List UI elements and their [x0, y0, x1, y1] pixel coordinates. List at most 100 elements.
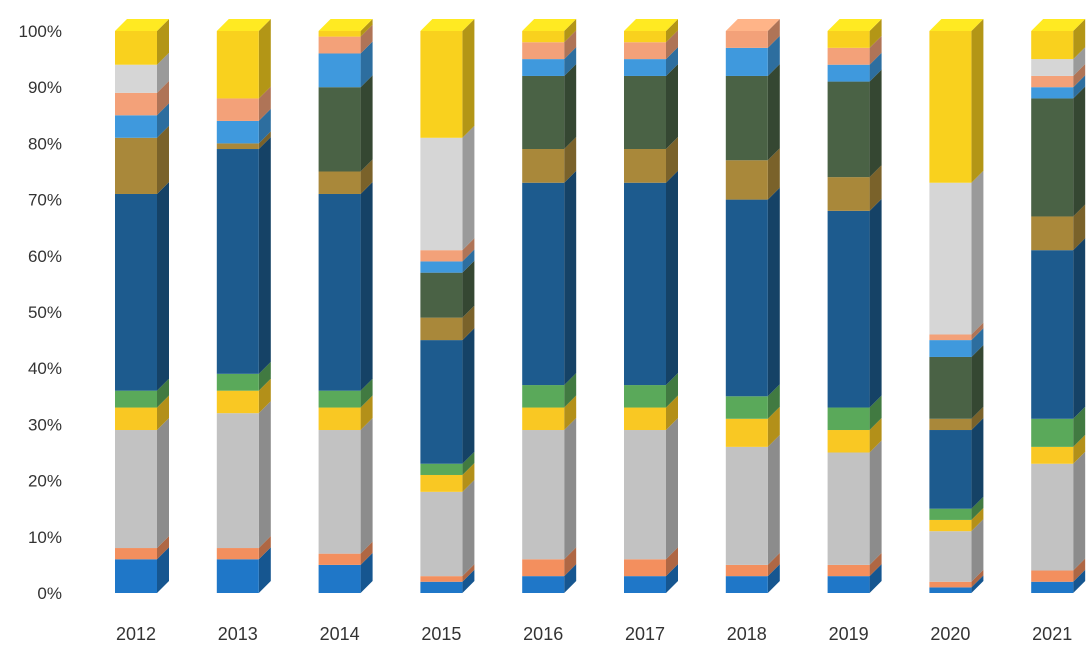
bar-segment-side: [564, 564, 577, 593]
bar-segment-top: [420, 19, 475, 31]
bar-segment-side: [666, 395, 678, 431]
bar-segment: [725, 160, 768, 200]
y-tick-label: 90%: [28, 78, 62, 97]
bar-segment-side: [1073, 569, 1086, 593]
bar-2021: [1031, 19, 1086, 593]
bar-segment: [420, 463, 463, 475]
bar-segment: [522, 75, 565, 150]
bar-segment: [929, 182, 972, 335]
bar-2015: [420, 19, 475, 593]
bar-segment-side: [666, 30, 678, 60]
bar-segment: [318, 553, 361, 565]
bar-segment: [522, 385, 565, 408]
bar-segment-side: [360, 181, 373, 391]
bar-segment: [420, 272, 463, 318]
y-tick-label: 70%: [28, 191, 62, 210]
bar-segment: [725, 418, 768, 447]
bar-segment-side: [971, 406, 984, 431]
bar-segment: [827, 407, 870, 431]
bar-segment-side: [1073, 558, 1086, 582]
bar-segment: [827, 177, 870, 211]
x-axis: 2012 2013 2014 2015 2016 2017 2018 2019 2020 2021: [116, 624, 1072, 644]
bar-segment-side: [157, 418, 169, 549]
bar-segment: [1031, 446, 1074, 464]
bar-segment-side: [1073, 238, 1086, 419]
bar-segment-side: [869, 564, 882, 593]
bar-segment: [318, 87, 361, 172]
bar-2016: [522, 19, 577, 593]
bar-segment: [624, 75, 666, 150]
y-tick-label: 0%: [37, 584, 62, 603]
bar-segment: [522, 182, 565, 386]
bar-segment-side: [666, 418, 678, 560]
bar-segment-side: [564, 547, 577, 577]
bar-2020: [929, 19, 984, 593]
bar-segment-side: [767, 63, 780, 161]
bar-segment: [827, 564, 870, 577]
bar-segment: [318, 407, 361, 431]
bar-segment-side: [258, 536, 271, 560]
bar-2017: [624, 19, 678, 593]
bar-segment-side: [360, 75, 373, 172]
bar-segment-side: [869, 395, 882, 431]
bar-segment: [216, 373, 259, 391]
bar-segment: [827, 31, 870, 48]
bar-segment: [624, 182, 666, 386]
bar-segment-side: [666, 170, 678, 386]
bar-segment: [216, 548, 259, 560]
bar-segment-side: [462, 305, 475, 341]
bar-segment-side: [971, 569, 984, 588]
bar-segment-side: [360, 552, 373, 593]
bar-segment-side: [971, 170, 984, 335]
bar-segment: [420, 31, 463, 138]
bar-segment-side: [869, 69, 882, 178]
bar-segment: [115, 407, 157, 431]
bar-segment: [420, 340, 463, 464]
bar-segment: [725, 446, 768, 565]
bar-segment-side: [666, 47, 678, 76]
bar-segment: [827, 210, 870, 408]
bar-segment: [216, 390, 259, 414]
bar-segment-side: [462, 462, 475, 492]
bar-2013: [216, 19, 271, 593]
bar-segment: [1031, 216, 1074, 251]
bar-segment: [522, 149, 565, 183]
bar-segment-side: [564, 30, 577, 60]
bar-segment-side: [360, 541, 373, 565]
bar-segment: [1031, 581, 1074, 593]
bar-segment: [725, 564, 768, 577]
bar-segment-side: [767, 552, 780, 577]
bar-segment: [827, 576, 870, 593]
bar-segment: [1031, 463, 1074, 571]
bar-segment: [624, 59, 666, 76]
bar-segment-side: [462, 125, 475, 251]
bar-segment: [420, 581, 463, 593]
bar-segment: [115, 115, 157, 138]
bar-segment: [115, 559, 157, 593]
bar-segment-side: [1073, 86, 1086, 217]
bar-segment: [624, 559, 666, 577]
bar-segment-side: [666, 547, 678, 577]
bar-segment: [725, 396, 768, 419]
bar-segment: [929, 587, 972, 593]
bar-segment-side: [869, 418, 882, 453]
bar-segment: [929, 508, 972, 520]
bar-segment: [115, 137, 157, 194]
bar-segment: [1031, 418, 1074, 447]
bar-segment: [624, 576, 666, 593]
bar-segment-side: [1073, 204, 1086, 251]
bar-segment-side: [564, 418, 577, 560]
bar-segment-side: [1073, 434, 1086, 464]
bar-segment-top: [624, 19, 678, 31]
bar-segment: [1031, 570, 1074, 582]
bar-segment-side: [971, 19, 984, 183]
bar-segment-side: [258, 378, 271, 414]
bar-segment-side: [564, 19, 577, 43]
bar-2014: [318, 19, 373, 593]
bar-segment-side: [157, 125, 169, 194]
bar-segment: [420, 250, 463, 262]
bar-segment: [725, 199, 768, 397]
bar-segment-side: [564, 137, 577, 183]
bar-segment: [216, 149, 259, 374]
